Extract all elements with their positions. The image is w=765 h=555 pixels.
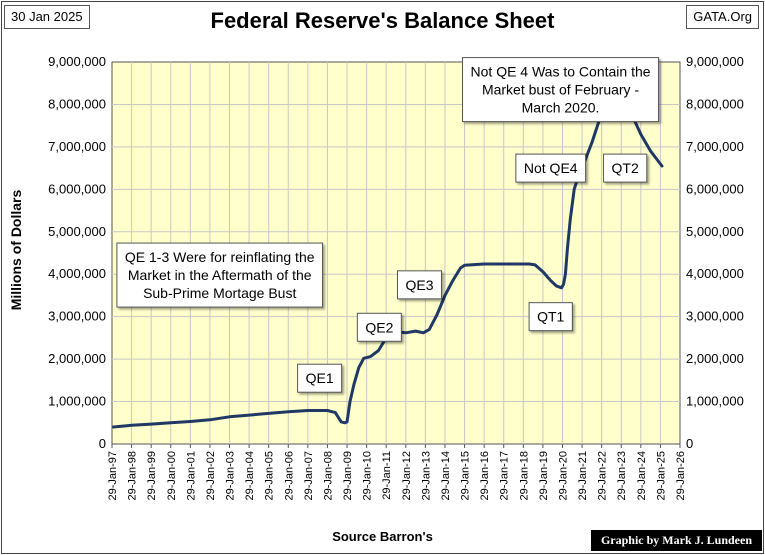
x-tick-label: 29-Jan-09 [342, 451, 354, 501]
annotation-box: Not QE 4 Was to Contain the Market bust o… [462, 57, 660, 123]
annotation-text: QE3 [405, 277, 433, 293]
annotation-text: QT1 [537, 309, 564, 325]
x-tick-label: 29-Jan-00 [166, 451, 178, 501]
x-tick-label: 29-Jan-06 [283, 451, 295, 501]
x-tick-label: 29-Jan-07 [303, 451, 315, 501]
annotation-text: Not QE4 [524, 160, 578, 176]
annotation-text: QT2 [612, 160, 639, 176]
x-tick-label: 29-Jan-11 [381, 451, 393, 500]
y-tick-label-right: 2,000,000 [686, 351, 744, 366]
y-tick-label-right: 8,000,000 [686, 96, 744, 111]
y-tick-label-left: 4,000,000 [48, 266, 106, 281]
y-tick-label-right: 7,000,000 [686, 139, 744, 154]
x-tick-label: 29-Jan-15 [460, 451, 472, 501]
annotation-text: Not QE 4 Was to Contain the [471, 64, 651, 80]
y-tick-label-right: 6,000,000 [686, 181, 744, 196]
annotation-background [462, 57, 660, 123]
x-tick-label: 29-Jan-24 [636, 451, 648, 501]
annotation-text: March 2020. [522, 100, 600, 116]
y-tick-label-left: 8,000,000 [48, 96, 106, 111]
annotation-background [515, 153, 587, 183]
annotation-box: QT1 [528, 302, 573, 332]
annotation-text: QE1 [306, 370, 334, 386]
x-tick-label: 29-Jan-22 [597, 451, 609, 501]
annotation-box: Not QE4 [515, 153, 587, 183]
x-tick-label: 29-Jan-98 [127, 451, 139, 501]
y-tick-label-right: 9,000,000 [686, 54, 744, 69]
annotation-background [396, 270, 443, 300]
annotation-text: QE 1-3 Were for reinflating the [125, 249, 315, 265]
annotation-background [356, 312, 402, 342]
x-tick-label: 29-Jan-25 [655, 451, 667, 501]
source-tag: GATA.Org [686, 5, 759, 29]
x-tick-label: 29-Jan-21 [577, 451, 589, 501]
y-tick-label-left: 1,000,000 [48, 394, 106, 409]
y-tick-label-left: 6,000,000 [48, 181, 106, 196]
y-tick-label-left: 2,000,000 [48, 351, 106, 366]
x-tick-label: 29-Jan-20 [557, 451, 569, 501]
annotation-text: QE2 [365, 319, 393, 335]
x-tick-label: 29-Jan-99 [146, 451, 158, 501]
annotation-text: Market bust of February - [482, 82, 640, 98]
x-tick-label: 29-Jan-02 [205, 451, 217, 501]
annotation-background [116, 242, 324, 308]
annotation-box: QE3 [396, 270, 443, 300]
x-tick-label: 29-Jan-01 [185, 451, 197, 501]
y-tick-label-right: 5,000,000 [686, 224, 744, 239]
annotation-box: QT2 [603, 153, 648, 183]
y-tick-label-right: 0 [686, 436, 693, 451]
x-tick-label: 29-Jan-16 [479, 451, 491, 501]
x-tick-label: 29-Jan-97 [107, 451, 119, 501]
annotation-background [603, 153, 648, 183]
annotation-box: QE 1-3 Were for reinflating the Market in… [116, 242, 324, 308]
x-tick-label: 29-Jan-12 [401, 451, 413, 501]
x-tick-label: 29-Jan-08 [322, 451, 334, 501]
annotation-background [297, 363, 343, 393]
x-tick-label: 29-Jan-19 [538, 451, 550, 501]
annotation-box: QE2 [356, 312, 402, 342]
x-tick-label: 29-Jan-05 [264, 451, 276, 501]
y-tick-label-right: 4,000,000 [686, 266, 744, 281]
x-tick-label: 29-Jan-03 [225, 451, 237, 501]
x-tick-label: 29-Jan-18 [518, 451, 530, 501]
x-tick-label: 29-Jan-26 [675, 451, 687, 501]
x-tick-label: 29-Jan-17 [499, 451, 511, 501]
x-tick-label: 29-Jan-14 [440, 451, 452, 501]
x-tick-label: 29-Jan-04 [244, 451, 256, 501]
annotation-background [528, 302, 573, 332]
y-tick-label-left: 3,000,000 [48, 309, 106, 324]
annotation-text: Sub-Prime Mortage Bust [143, 285, 296, 301]
date-label: 30 Jan 2025 [4, 5, 90, 29]
y-tick-label-left: 5,000,000 [48, 224, 106, 239]
x-tick-label: 29-Jan-10 [362, 451, 374, 501]
x-axis-label: Source Barron's [332, 529, 433, 544]
credit-badge: Graphic by Mark J. Lundeen [590, 530, 762, 551]
x-tick-label: 29-Jan-13 [420, 451, 432, 501]
chart-title: Federal Reserve's Balance Sheet [210, 8, 555, 33]
annotation-text: Market in the Aftermath of the [128, 267, 312, 283]
y-tick-label-right: 3,000,000 [686, 309, 744, 324]
y-tick-label-left: 0 [99, 436, 106, 451]
y-tick-label-right: 1,000,000 [686, 394, 744, 409]
y-tick-label-left: 9,000,000 [48, 54, 106, 69]
x-tick-label: 29-Jan-23 [616, 451, 628, 501]
y-tick-label-left: 7,000,000 [48, 139, 106, 154]
annotation-box: QE1 [297, 363, 343, 393]
